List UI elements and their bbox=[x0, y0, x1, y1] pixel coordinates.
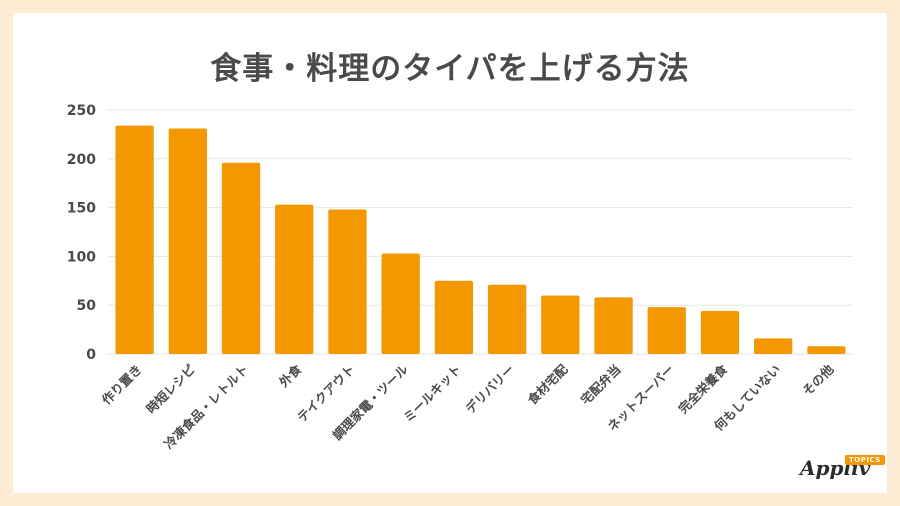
bar-6 bbox=[381, 253, 420, 354]
bar-4 bbox=[275, 204, 314, 354]
bar-3 bbox=[221, 162, 261, 354]
bar-10 bbox=[594, 297, 633, 354]
bar-13 bbox=[754, 338, 793, 354]
bar-11 bbox=[647, 307, 686, 354]
x-tick-label: その他 bbox=[799, 361, 836, 398]
bar-5 bbox=[328, 209, 367, 354]
bar-14 bbox=[807, 346, 846, 354]
y-tick-label: 150 bbox=[67, 201, 96, 217]
bar-9 bbox=[541, 295, 580, 354]
y-tick-label: 200 bbox=[67, 152, 96, 168]
bar-8 bbox=[487, 284, 527, 354]
bar-7 bbox=[434, 280, 474, 354]
chart-card: 食事・料理のタイパを上げる方法 0 50 100 150 200 250 作り置き 時短レシピ… bbox=[13, 13, 887, 493]
bar-1 bbox=[115, 125, 154, 354]
x-tick-label: 作り置き bbox=[99, 362, 145, 408]
chart-title: 食事・料理のタイパを上げる方法 bbox=[210, 51, 690, 87]
topics-badge: TOPICS bbox=[845, 455, 885, 465]
bar-2 bbox=[168, 128, 207, 354]
y-tick-label: 100 bbox=[67, 249, 96, 265]
bar-12 bbox=[700, 311, 740, 354]
x-tick-label: 完全栄養食 bbox=[675, 361, 730, 416]
x-tick-label: 時短レシピ bbox=[143, 362, 198, 417]
x-tick-label: ミールキット bbox=[400, 362, 464, 426]
x-tick-label: 外食 bbox=[275, 361, 304, 390]
x-tick-label: 宅配弁当 bbox=[578, 362, 624, 408]
x-tick-label: デリバリー bbox=[462, 362, 517, 417]
x-tick-label: 食材宅配 bbox=[524, 361, 571, 408]
y-tick-label: 50 bbox=[77, 298, 97, 314]
y-tick-label: 250 bbox=[67, 103, 96, 119]
y-tick-label: 0 bbox=[86, 347, 96, 363]
